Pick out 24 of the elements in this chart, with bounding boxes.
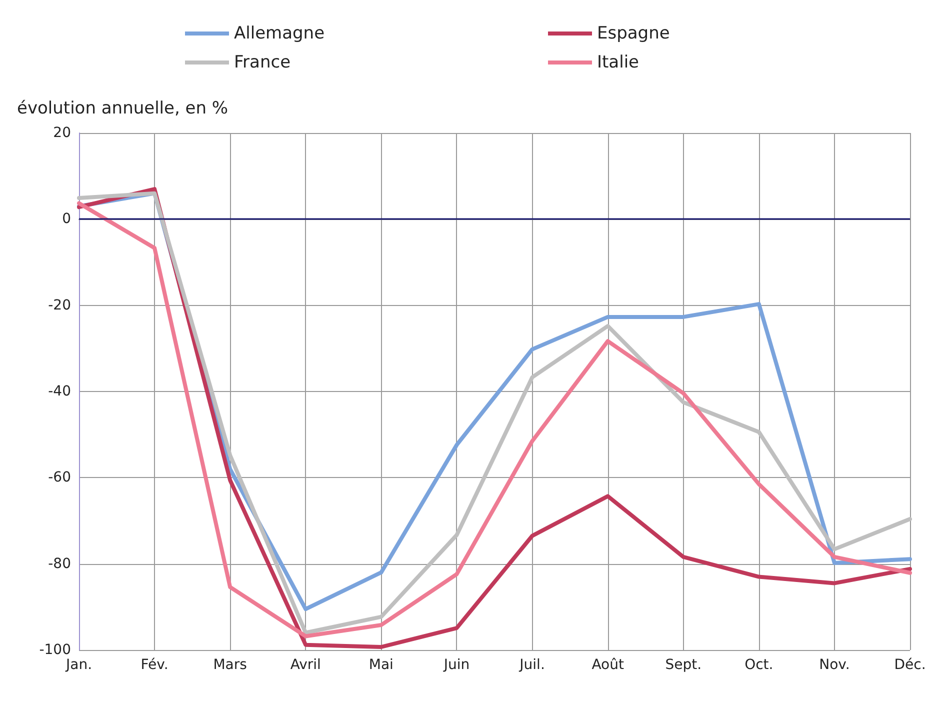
- x-tick-label: Oct.: [744, 657, 774, 673]
- y-tick-label: -100: [39, 642, 71, 658]
- y-tick-label: -20: [48, 297, 71, 314]
- x-tick-label: Sept.: [665, 657, 702, 673]
- x-tick-label: Fév.: [140, 657, 168, 673]
- y-tick-label: -80: [48, 556, 71, 572]
- x-tick-label: Mars: [213, 657, 247, 673]
- y-axis-title: évolution annuelle, en %: [17, 98, 228, 118]
- legend-label: Italie: [597, 52, 640, 72]
- x-tick-label: Déc.: [894, 657, 926, 673]
- x-tick-label: Août: [592, 657, 624, 673]
- legend-label: Allemagne: [234, 24, 325, 44]
- y-tick-label: -60: [48, 470, 71, 486]
- x-tick-label: Juin: [442, 657, 470, 673]
- x-tick-label: Avril: [290, 657, 321, 673]
- legend-label: Espagne: [597, 24, 670, 44]
- y-tick-label: 20: [53, 125, 71, 141]
- x-tick-label: Mai: [368, 657, 394, 673]
- legend-label: France: [234, 52, 291, 72]
- x-tick-label: Juil.: [518, 657, 545, 673]
- y-tick-label: 0: [62, 211, 71, 228]
- x-tick-label: Nov.: [819, 657, 850, 673]
- y-tick-label: -40: [48, 384, 71, 400]
- x-tick-label: Jan.: [64, 657, 92, 673]
